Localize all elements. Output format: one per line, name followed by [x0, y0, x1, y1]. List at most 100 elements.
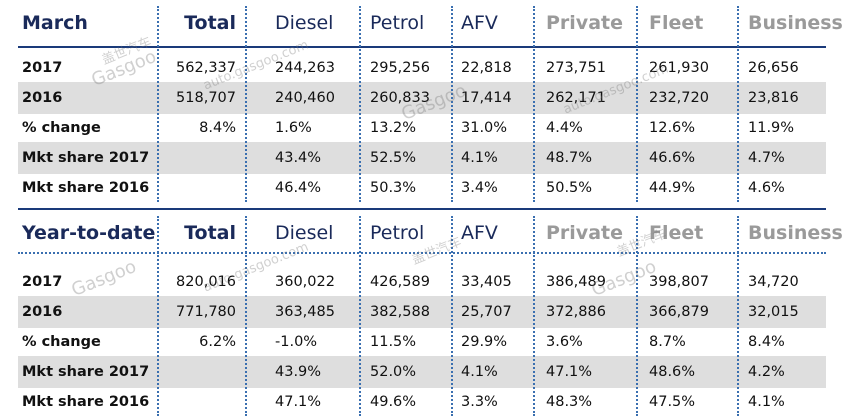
cell-total: 562,337 [176, 60, 236, 76]
cell-private: 47.1% [546, 364, 593, 380]
cell-diesel: -1.0% [275, 334, 318, 350]
column-divider [737, 6, 739, 202]
cell-fleet: 232,720 [649, 90, 709, 106]
row-shading [18, 356, 826, 388]
cell-diesel: 363,485 [275, 304, 335, 320]
ytd-header-row: Year-to-date Total Diesel Petrol AFV Pri… [0, 214, 844, 252]
cell-diesel: 240,460 [275, 90, 335, 106]
cell-petrol: 49.6% [370, 394, 417, 410]
cell-business: 11.9% [748, 120, 795, 136]
col-business-header: Business [748, 12, 843, 34]
table-row: Mkt share 2017 43.4% 52.5% 4.1% 48.7% 46… [0, 142, 844, 174]
cell-business: 4.7% [748, 150, 785, 166]
cell-petrol: 11.5% [370, 334, 417, 350]
column-divider [245, 6, 247, 202]
cell-business: 23,816 [748, 90, 799, 106]
column-divider [245, 216, 247, 416]
cell-fleet: 398,807 [649, 274, 709, 290]
cell-petrol: 382,588 [370, 304, 430, 320]
section-divider [18, 208, 826, 210]
row-shading [18, 82, 826, 114]
cell-total: 820,016 [176, 274, 236, 290]
col-fleet-header: Fleet [649, 222, 704, 244]
cell-total [160, 356, 236, 388]
row-label: 2016 [22, 304, 63, 320]
column-divider [737, 216, 739, 416]
column-divider [533, 216, 535, 416]
cell-business: 26,656 [748, 60, 799, 76]
row-label: Mkt share 2016 [22, 394, 150, 410]
cell-business: 4.2% [748, 364, 785, 380]
col-petrol-header: Petrol [370, 222, 425, 244]
cell-afv: 22,818 [461, 60, 512, 76]
row-label: % change [22, 334, 101, 350]
cell-petrol: 426,589 [370, 274, 430, 290]
col-afv-header: AFV [461, 222, 498, 244]
cell-total: 6.2% [199, 334, 236, 350]
column-divider [359, 216, 361, 416]
cell-private: 3.6% [546, 334, 583, 350]
cell-business: 4.6% [748, 180, 785, 196]
cell-afv: 33,405 [461, 274, 512, 290]
col-total-header: Total [184, 12, 236, 34]
col-private-header: Private [546, 222, 623, 244]
cell-fleet: 261,930 [649, 60, 709, 76]
column-divider [157, 216, 159, 416]
cell-petrol: 50.3% [370, 180, 417, 196]
table-row: 2016 518,707 240,460 260,833 17,414 262,… [0, 82, 844, 114]
column-divider [636, 216, 638, 416]
cell-business: 8.4% [748, 334, 785, 350]
section-title: March [22, 12, 88, 34]
cell-total: 8.4% [199, 120, 236, 136]
row-label: Mkt share 2017 [22, 364, 150, 380]
cell-fleet: 48.6% [649, 364, 696, 380]
cell-petrol: 52.0% [370, 364, 417, 380]
cell-private: 48.3% [546, 394, 593, 410]
section-title: Year-to-date [22, 222, 156, 244]
cell-diesel: 43.4% [275, 150, 322, 166]
col-business-header: Business [748, 222, 843, 244]
cell-total [160, 142, 236, 174]
cell-afv: 31.0% [461, 120, 508, 136]
cell-fleet: 47.5% [649, 394, 696, 410]
cell-afv: 29.9% [461, 334, 508, 350]
column-divider [451, 216, 453, 416]
march-header-row: March Total Diesel Petrol AFV Private Fl… [0, 4, 844, 42]
cell-private: 48.7% [546, 150, 593, 166]
cell-total: 518,707 [176, 90, 236, 106]
cell-private: 4.4% [546, 120, 583, 136]
cell-diesel: 244,263 [275, 60, 335, 76]
row-label: 2017 [22, 274, 63, 290]
col-total-header: Total [184, 222, 236, 244]
cell-diesel: 360,022 [275, 274, 335, 290]
cell-private: 50.5% [546, 180, 593, 196]
cell-private: 372,886 [546, 304, 606, 320]
cell-fleet: 44.9% [649, 180, 696, 196]
column-divider [359, 6, 361, 202]
header-divider [18, 252, 826, 254]
cell-fleet: 8.7% [649, 334, 686, 350]
table-row: 2016 771,780 363,485 382,588 25,707 372,… [0, 296, 844, 328]
table-row: % change 8.4% 1.6% 13.2% 31.0% 4.4% 12.6… [0, 112, 844, 144]
column-divider [157, 6, 159, 202]
cell-private: 273,751 [546, 60, 606, 76]
cell-private: 262,171 [546, 90, 606, 106]
cell-fleet: 12.6% [649, 120, 696, 136]
col-private-header: Private [546, 12, 623, 34]
cell-business: 4.1% [748, 394, 785, 410]
cell-petrol: 295,256 [370, 60, 430, 76]
cell-business: 34,720 [748, 274, 799, 290]
row-shading [18, 142, 826, 174]
column-divider [451, 6, 453, 202]
row-label: Mkt share 2017 [22, 150, 150, 166]
cell-afv: 4.1% [461, 364, 498, 380]
col-fleet-header: Fleet [649, 12, 704, 34]
row-label: Mkt share 2016 [22, 180, 150, 196]
cell-fleet: 366,879 [649, 304, 709, 320]
header-divider [18, 46, 826, 48]
cell-total [160, 386, 236, 418]
cell-total: 771,780 [176, 304, 236, 320]
table-row: Mkt share 2016 46.4% 50.3% 3.4% 50.5% 44… [0, 172, 844, 204]
table-row: 2017 820,016 360,022 426,589 33,405 386,… [0, 266, 844, 298]
cell-afv: 4.1% [461, 150, 498, 166]
